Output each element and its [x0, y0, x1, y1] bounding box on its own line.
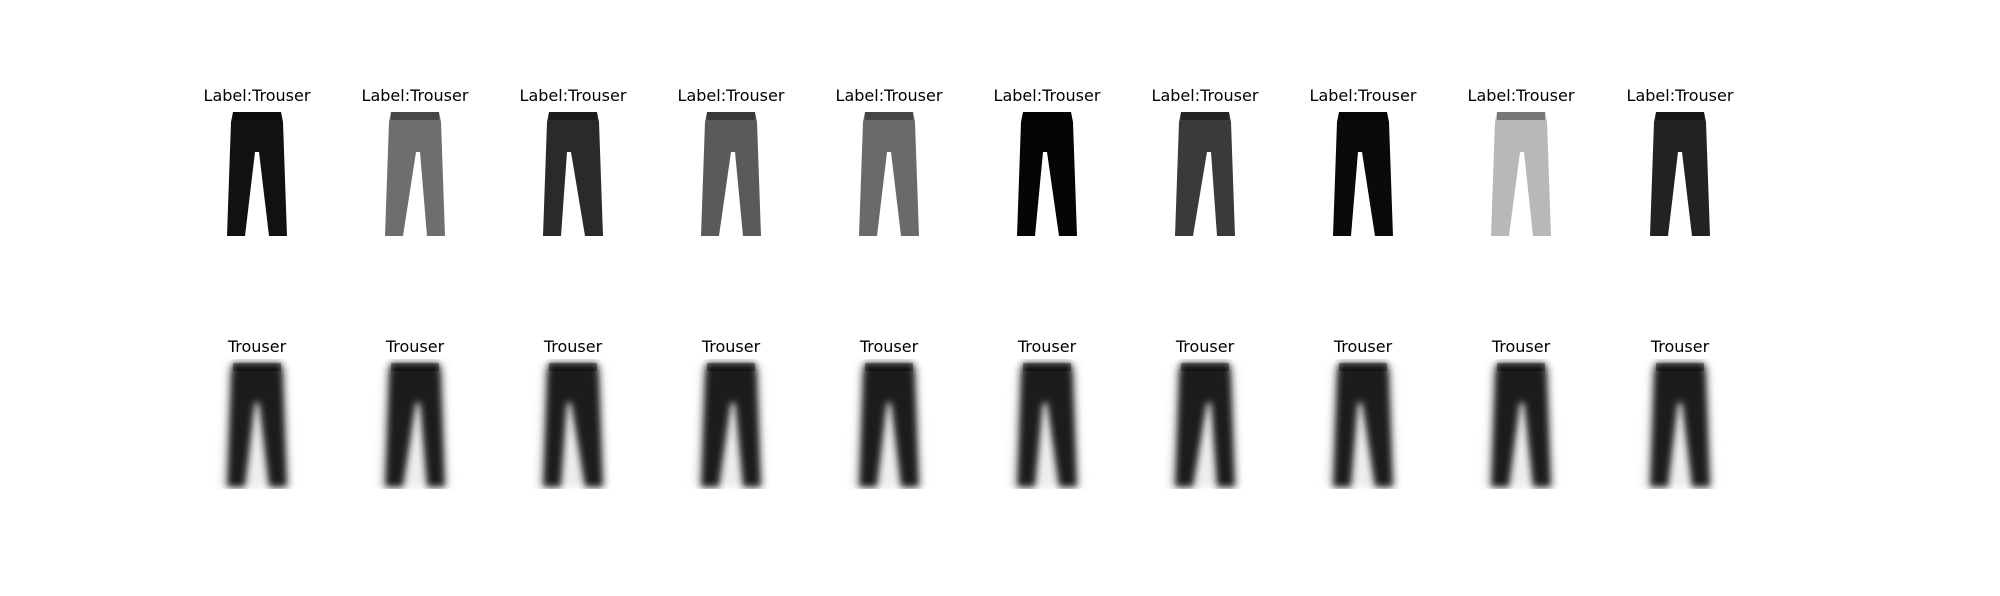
- image-title: Label:Trouser: [835, 86, 943, 105]
- trouser-image: [1009, 363, 1083, 487]
- trouser-image: [1325, 363, 1399, 487]
- input-row-cell: Label:Trouser: [1303, 86, 1423, 238]
- input-row-cell: Label:Trouser: [197, 86, 317, 238]
- image-title: Trouser: [385, 337, 445, 356]
- image-title: Trouser: [227, 337, 287, 356]
- image-title: Trouser: [1333, 337, 1393, 356]
- trouser-image: [219, 363, 293, 487]
- input-row-cell: Label:Trouser: [987, 86, 1107, 238]
- image-title: Label:Trouser: [677, 86, 785, 105]
- trouser-image: [385, 112, 445, 236]
- generated-row-cell: Trouser: [197, 337, 317, 489]
- trouser-image: [859, 112, 919, 236]
- image-title: Trouser: [1175, 337, 1235, 356]
- generated-row-cell: Trouser: [1303, 337, 1423, 489]
- image-title: Trouser: [1650, 337, 1710, 356]
- generated-row-cell: Trouser: [1461, 337, 1581, 489]
- input-row-cell: Label:Trouser: [513, 86, 633, 238]
- image-title: Label:Trouser: [203, 86, 311, 105]
- generated-row-cell: Trouser: [1145, 337, 1265, 489]
- trouser-image: [1491, 112, 1551, 236]
- image-title: Label:Trouser: [993, 86, 1101, 105]
- trouser-image: [1175, 112, 1235, 236]
- trouser-image: [227, 112, 287, 236]
- image-title: Label:Trouser: [1309, 86, 1417, 105]
- image-title: Label:Trouser: [1151, 86, 1259, 105]
- trouser-image: [377, 363, 451, 487]
- image-title: Trouser: [1017, 337, 1077, 356]
- image-title: Trouser: [543, 337, 603, 356]
- image-title: Trouser: [859, 337, 919, 356]
- input-row-cell: Label:Trouser: [355, 86, 475, 238]
- trouser-image: [1167, 363, 1241, 487]
- trouser-image: [1642, 363, 1716, 487]
- image-title: Label:Trouser: [1467, 86, 1575, 105]
- image-title: Label:Trouser: [1626, 86, 1734, 105]
- trouser-image: [535, 363, 609, 487]
- trouser-image: [693, 363, 767, 487]
- input-row-cell: Label:Trouser: [1620, 86, 1740, 238]
- input-row-cell: Label:Trouser: [671, 86, 791, 238]
- input-row-cell: Label:Trouser: [1461, 86, 1581, 238]
- generated-row-cell: Trouser: [671, 337, 791, 489]
- generated-row-cell: Trouser: [1620, 337, 1740, 489]
- image-title: Trouser: [701, 337, 761, 356]
- trouser-image: [1650, 112, 1710, 236]
- trouser-image: [1017, 112, 1077, 236]
- input-row-cell: Label:Trouser: [1145, 86, 1265, 238]
- image-title: Trouser: [1491, 337, 1551, 356]
- trouser-image: [851, 363, 925, 487]
- trouser-image: [1333, 112, 1393, 236]
- generated-row-cell: Trouser: [987, 337, 1107, 489]
- generated-row-cell: Trouser: [513, 337, 633, 489]
- trouser-image: [543, 112, 603, 236]
- image-title: Label:Trouser: [361, 86, 469, 105]
- image-title: Label:Trouser: [519, 86, 627, 105]
- generated-row-cell: Trouser: [829, 337, 949, 489]
- input-row-cell: Label:Trouser: [829, 86, 949, 238]
- trouser-image: [1483, 363, 1557, 487]
- generated-row-cell: Trouser: [355, 337, 475, 489]
- trouser-image: [701, 112, 761, 236]
